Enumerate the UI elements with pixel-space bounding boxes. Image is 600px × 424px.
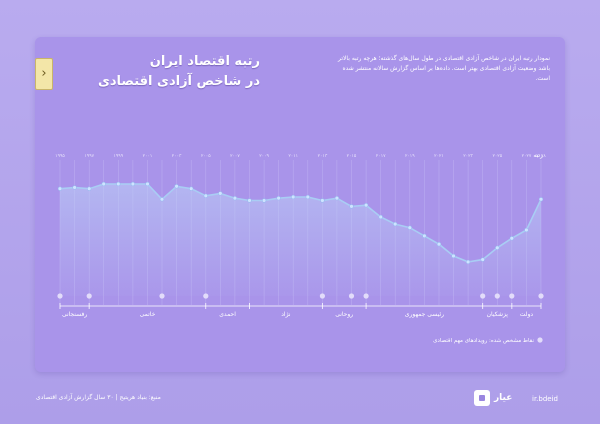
x-tick-label: ۲۰۱۱	[288, 154, 298, 159]
data-point	[334, 196, 340, 201]
event-marker	[494, 293, 500, 299]
data-point	[320, 198, 325, 203]
period-label: احمدی	[219, 311, 236, 318]
data-point	[232, 196, 238, 201]
back-arrow-button[interactable]: ›	[35, 58, 53, 90]
x-tick-label: ۲۰۲۷	[522, 154, 532, 159]
data-point	[422, 233, 427, 239]
x-tick-label: ۲۰۱۳	[318, 153, 328, 159]
data-point	[276, 196, 281, 201]
brand-logo-icon	[474, 390, 490, 406]
data-point	[203, 193, 208, 198]
x-tick-labels: ۱۹۹۵ ۱۹۹۷ ۱۹۹۹ ۲۰۰۱ ۲۰۰۳ ۲۰۰۵ ۲۰۰۷ ۲۰۰۹ ۲۰۱۱ ۲۰۱۳…	[55, 153, 546, 159]
data-point	[101, 181, 106, 187]
series-area	[60, 184, 541, 296]
brand-name: عیار	[494, 393, 513, 403]
data-point	[305, 194, 310, 200]
x-tick-label: ۲۰۱۵	[347, 154, 357, 159]
data-point	[291, 194, 296, 200]
event-marker	[348, 293, 355, 299]
data-point	[159, 197, 165, 202]
event-markers	[57, 293, 544, 299]
data-point	[145, 181, 150, 187]
data-point	[72, 185, 77, 190]
data-point	[451, 253, 456, 259]
data-point	[538, 197, 544, 202]
data-point	[57, 186, 63, 191]
period-labels: رفسنجانی خاتمی احمدی نژاد روحانی رئیسی جمهوری…	[59, 303, 542, 318]
period-label: نژاد	[281, 311, 291, 318]
x-tick-label: ۲۰۰۱	[143, 154, 153, 159]
event-marker	[159, 293, 165, 299]
x-tick-label: ۲۰۲۳	[463, 153, 473, 159]
data-point	[261, 198, 267, 203]
period-label: روحانی	[335, 311, 353, 318]
event-marker	[363, 293, 369, 299]
period-label: پزشکیان	[487, 311, 509, 318]
data-point	[407, 225, 412, 230]
event-marker	[86, 293, 92, 299]
title-line-1: رتبه اقتصاد ایران	[149, 54, 260, 69]
period-label: رئیسی جمهوری	[405, 311, 444, 318]
event-marker	[509, 293, 515, 299]
data-point	[524, 227, 529, 233]
data-points	[57, 181, 544, 265]
x-tick-label: ۱۹۹۹	[113, 154, 123, 159]
data-point	[349, 204, 354, 209]
x-tick-label: ۲۰۰۳	[172, 153, 182, 159]
x-tick-label: ۲۰۲۸	[536, 154, 546, 159]
period-label: دولت	[520, 311, 534, 318]
x-tick-label: ۲۰۱۹	[405, 154, 415, 159]
event-marker	[319, 293, 325, 299]
data-point	[436, 242, 442, 247]
brand-handle: ir.bdeid	[532, 395, 558, 403]
x-tick-label: ۲۰۰۷	[230, 154, 240, 159]
event-marker	[480, 293, 486, 299]
period-label: رفسنجانی	[62, 311, 87, 318]
data-point	[87, 186, 92, 191]
x-tick-label: ۲۰۱۷	[376, 154, 386, 159]
x-tick-label: ۱۹۹۵	[55, 154, 65, 159]
event-marker	[203, 293, 209, 299]
data-point	[174, 184, 179, 189]
data-point	[393, 221, 398, 227]
chart-title: رتبه اقتصاد ایران در شاخص آزادی اقتصادی	[60, 52, 260, 92]
x-tick-label: ۱۹۹۷	[84, 154, 94, 159]
data-point	[465, 259, 471, 265]
series-line	[59, 183, 542, 263]
data-point	[116, 181, 121, 187]
data-point	[480, 257, 485, 262]
period-label: خاتمی	[140, 311, 156, 318]
event-marker	[57, 293, 63, 299]
data-point	[495, 245, 500, 250]
x-tick-label: ۲۰۲۱	[434, 154, 444, 159]
legend-label: نقاط مشخص شده: رویدادهای مهم اقتصادی	[433, 338, 534, 344]
data-point	[247, 198, 252, 203]
x-tick-label: ۲۰۰۵	[201, 154, 211, 159]
x-tick-label: ۲۰۰۹	[259, 154, 269, 159]
data-point	[130, 181, 136, 187]
data-point	[363, 203, 369, 208]
chart-description: نمودار رتبه ایران در شاخص آزادی اقتصادی …	[338, 55, 550, 82]
data-point	[218, 191, 223, 196]
legend-dot	[537, 337, 543, 343]
title-line-2: در شاخص آزادی اقتصادی	[97, 74, 260, 89]
data-point	[509, 236, 514, 241]
event-marker	[538, 293, 544, 299]
data-point	[189, 186, 194, 191]
data-point	[378, 214, 383, 220]
x-tick-label: ۲۰۲۵	[492, 154, 502, 159]
footer-source: منبع: بنیاد هریتیج | ۳۰ سال گزارش آزادی …	[36, 394, 161, 401]
chevron-right-icon: ›	[41, 66, 47, 81]
y-axis-label: رتبه	[533, 152, 543, 159]
